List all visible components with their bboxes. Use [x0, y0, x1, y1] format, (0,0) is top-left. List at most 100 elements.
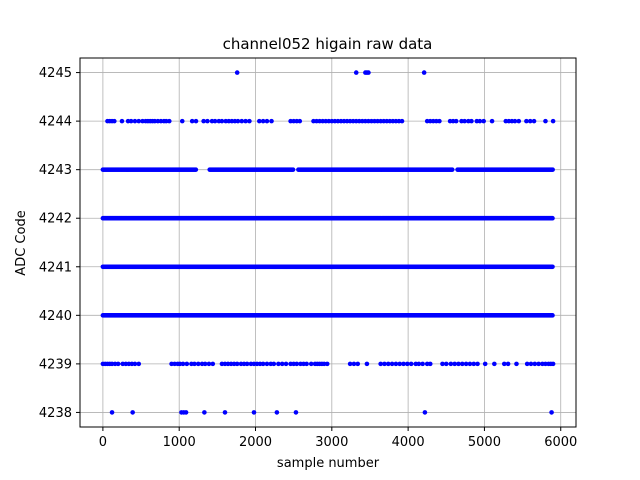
data-point: [516, 118, 522, 124]
data-point: [264, 118, 270, 124]
data-point: [251, 410, 257, 415]
data-point: [364, 361, 370, 367]
data-point: [202, 361, 208, 367]
data-point: [234, 70, 240, 75]
data-point: [527, 118, 533, 124]
data-point: [130, 410, 135, 415]
data-point: [201, 118, 206, 124]
data-point: [389, 361, 395, 367]
data-point: [382, 361, 387, 367]
data-point: [184, 361, 190, 367]
y-tick-label: 4240: [39, 309, 72, 324]
data-point: [115, 361, 121, 367]
data-point: [297, 118, 303, 124]
data-point: [193, 167, 199, 172]
data-point: [492, 361, 497, 367]
data-point: [109, 410, 115, 415]
plot-frame: [79, 57, 577, 428]
data-point: [294, 361, 300, 367]
data-point: [422, 410, 428, 415]
y-tick-label: 4241: [39, 260, 72, 275]
y-axis-ticks: 4238 4239 4240 4241 4242 4243 4244 4245: [39, 66, 80, 421]
data-point: [219, 118, 225, 124]
data-point: [443, 361, 449, 367]
data-point: [420, 361, 425, 367]
data-point: [475, 361, 480, 367]
x-tick-label: 3000: [315, 435, 348, 450]
data-point: [244, 361, 250, 367]
data-point: [393, 361, 399, 367]
data-point: [536, 361, 541, 367]
data-point: [290, 167, 296, 172]
data-point: [482, 361, 488, 367]
y-tick-label: 4244: [39, 115, 72, 130]
data-point: [489, 118, 495, 124]
data-point: [532, 361, 538, 367]
data-point: [366, 70, 371, 75]
data-point: [512, 118, 518, 124]
y-tick-label: 4242: [39, 212, 72, 227]
data-point: [283, 361, 289, 367]
data-point: [353, 70, 359, 75]
data-point: [271, 361, 277, 367]
data-point: [264, 361, 270, 367]
data-point: [524, 118, 529, 124]
chart-title: channel052 higain raw data: [223, 35, 433, 53]
data-point: [179, 118, 185, 124]
data-point: [180, 361, 186, 367]
data-point: [531, 118, 537, 124]
data-point: [183, 410, 189, 415]
data-point: [136, 361, 142, 367]
data-point: [550, 167, 555, 172]
data-point: [195, 361, 201, 367]
data-point: [453, 118, 459, 124]
data-point: [456, 361, 461, 367]
x-tick-label: 1000: [163, 435, 196, 450]
data-point: [514, 361, 519, 367]
data-point: [469, 118, 474, 124]
data-point: [324, 361, 330, 367]
data-point: [293, 410, 299, 415]
data-point: [205, 118, 210, 124]
data-point: [206, 361, 212, 367]
data-point: [210, 361, 216, 367]
data-point: [467, 361, 473, 367]
data-point: [401, 361, 406, 367]
data-point: [421, 70, 427, 75]
data-point: [524, 361, 530, 367]
x-tick-label: 0: [99, 435, 107, 450]
data-point: [405, 361, 410, 367]
data-point: [462, 118, 467, 124]
data-points: [100, 70, 556, 415]
data-point: [550, 118, 556, 124]
data-point: [399, 118, 405, 124]
y-tick-label: 4239: [39, 357, 72, 372]
data-point: [481, 118, 486, 124]
x-tick-label: 5000: [468, 435, 501, 450]
x-axis-ticks: 0 1000 2000 3000 4000 5000 6000: [99, 427, 577, 450]
data-point: [128, 118, 134, 124]
data-point: [408, 361, 414, 367]
data-point: [166, 118, 172, 124]
data-point: [460, 361, 465, 367]
data-point: [505, 361, 511, 367]
y-tick-label: 4245: [39, 66, 72, 81]
data-point: [112, 118, 117, 124]
data-point: [550, 264, 555, 270]
data-point: [416, 361, 422, 367]
data-point: [448, 361, 454, 367]
data-point: [501, 361, 507, 367]
data-point: [437, 118, 442, 124]
y-tick-label: 4243: [39, 163, 72, 178]
data-point: [449, 167, 455, 172]
data-point: [477, 118, 483, 124]
grid-lines: [80, 58, 576, 427]
data-point: [397, 361, 403, 367]
data-point: [463, 361, 469, 367]
data-point: [440, 361, 445, 367]
x-tick-label: 6000: [544, 435, 577, 450]
data-point: [239, 118, 245, 124]
data-point: [427, 361, 433, 367]
data-point: [222, 410, 228, 415]
